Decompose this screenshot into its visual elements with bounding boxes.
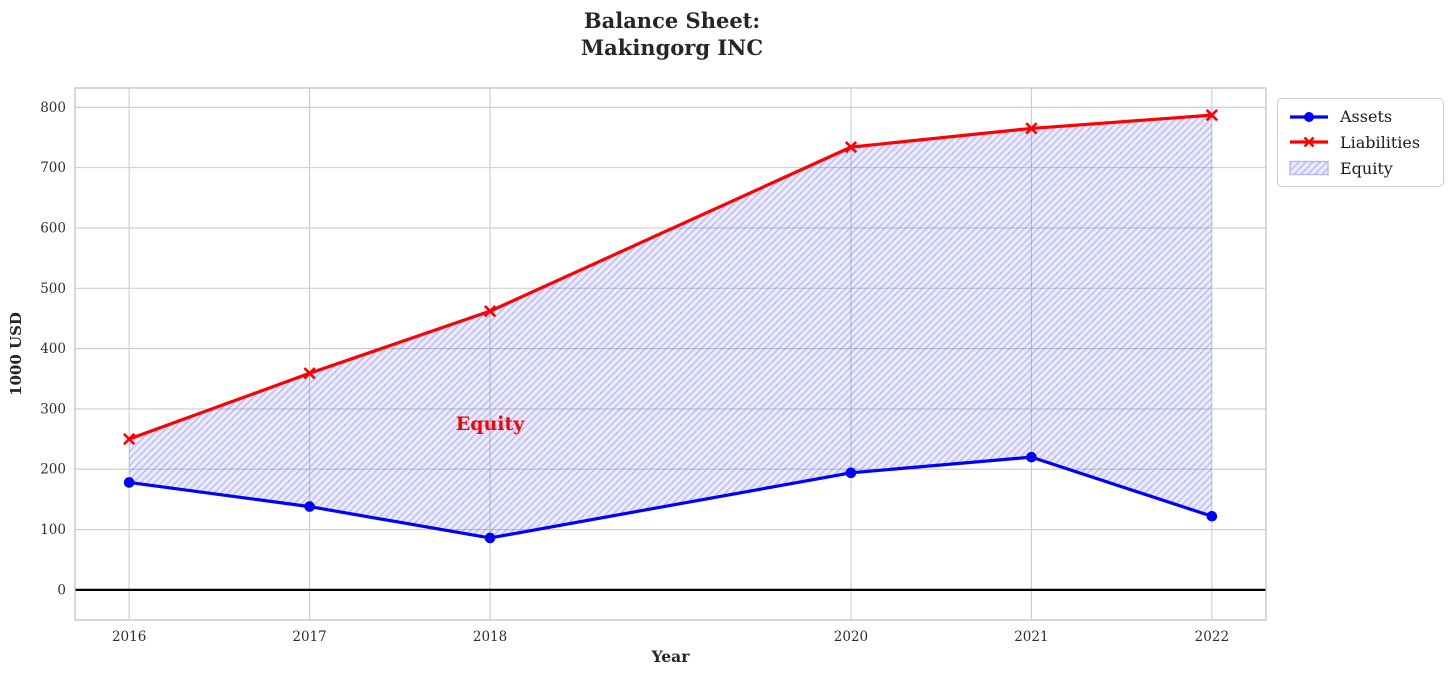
svg-text:2017: 2017 [292,629,326,645]
chart-title-line2: Makingorg INC [580,35,764,60]
legend-item-assets: Assets [1287,107,1434,126]
legend-label-assets: Assets [1340,107,1393,127]
data-series [123,109,1218,544]
legend-item-liabilities: Liabilities [1287,133,1434,152]
legend-label-equity: Equity [1340,158,1393,178]
assets-line-icon [1290,111,1328,122]
svg-text:2018: 2018 [473,629,507,645]
svg-text:800: 800 [40,100,66,116]
svg-text:2020: 2020 [834,629,868,645]
svg-text:700: 700 [40,160,66,176]
y-axis-label: 1000 USD [7,312,25,396]
svg-text:2022: 2022 [1195,629,1229,645]
svg-text:2016: 2016 [112,629,146,645]
svg-text:2021: 2021 [1014,629,1048,645]
svg-text:0: 0 [57,582,66,598]
svg-text:600: 600 [40,220,66,236]
legend-label-liabilities: Liabilities [1340,132,1421,152]
svg-text:500: 500 [40,281,66,297]
equity-hatch-icon [1289,160,1329,176]
equity-annotation: Equity [455,412,525,435]
equity-fill-area [129,115,1212,538]
svg-text:300: 300 [40,401,66,417]
liabilities-line-icon [1290,137,1328,148]
legend: Assets Liabilities Equity [1277,98,1444,187]
svg-text:100: 100 [40,522,66,538]
plot-border [74,87,1267,621]
legend-item-equity: Equity [1287,159,1434,178]
tick-labels: 0 100 200 300 400 500 600 700 800 2016 2017 2018 202… [40,100,1229,645]
svg-text:200: 200 [40,462,66,478]
svg-text:400: 400 [40,341,66,357]
chart-title-line1: Balance Sheet: [583,8,761,33]
x-axis-label: Year [651,647,690,666]
chart-title: Balance Sheet: Makingorg INC [0,7,1344,61]
